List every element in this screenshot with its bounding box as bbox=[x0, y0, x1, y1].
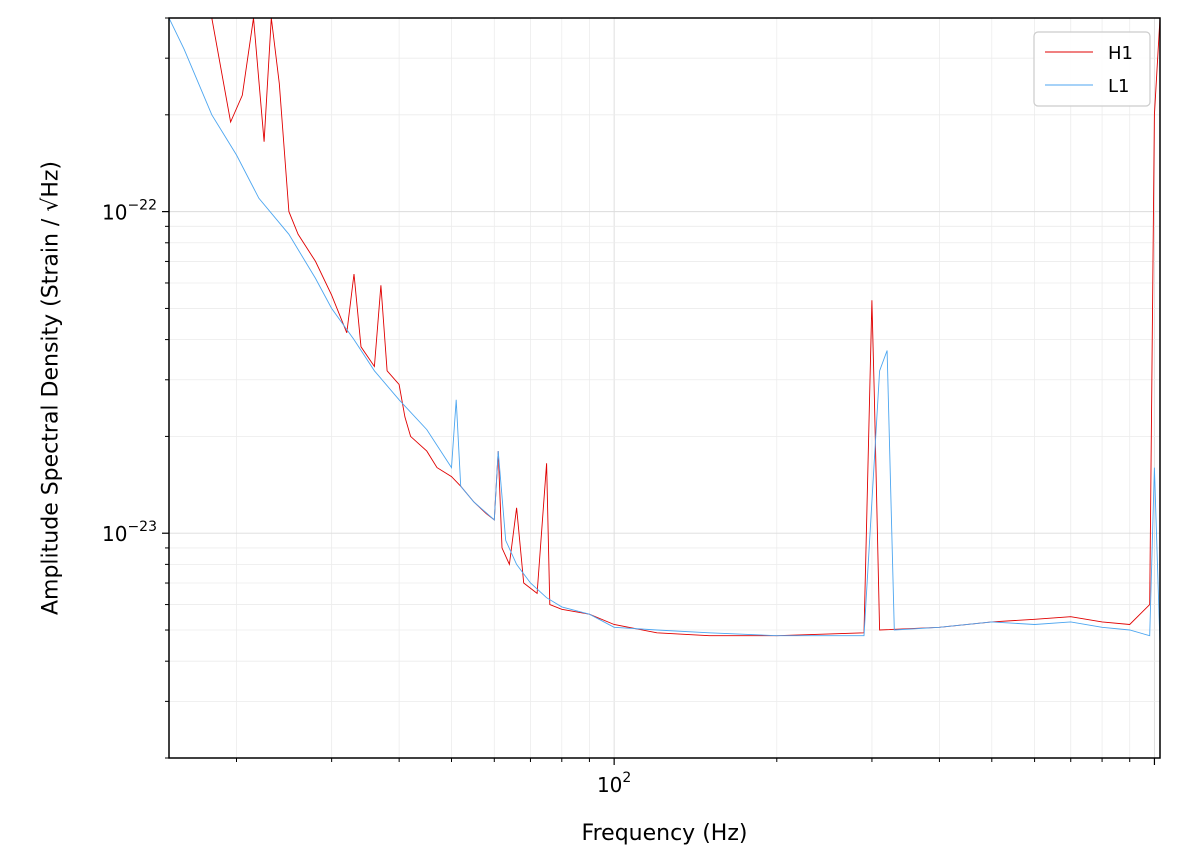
legend: H1 L1 bbox=[1033, 31, 1151, 107]
legend-label-l1: L1 bbox=[1108, 76, 1129, 97]
legend-label-h1: H1 bbox=[1108, 43, 1133, 64]
y-tick-label-exponent: −22 bbox=[127, 198, 157, 214]
x-axis-label: Frequency (Hz) bbox=[582, 821, 748, 846]
legend-box bbox=[1033, 31, 1151, 107]
x-tick-label-base: 10 bbox=[597, 773, 622, 797]
y-tick-label-base: 10 bbox=[102, 201, 127, 225]
y-tick-label-base: 10 bbox=[102, 522, 127, 546]
x-tick-label-exponent: 2 bbox=[622, 770, 631, 786]
grid bbox=[169, 17, 1160, 759]
series-line-h1 bbox=[169, 18, 1160, 637]
y-tick-label-exponent: −23 bbox=[127, 519, 157, 535]
series-line-l1 bbox=[169, 18, 1160, 645]
y-axis-label: Amplitude Spectral Density (Strain / √Hz… bbox=[39, 161, 64, 615]
y-tick-label: 10−23 bbox=[102, 519, 157, 546]
plot-frame bbox=[168, 17, 1161, 759]
x-tick-label: 102 bbox=[597, 770, 631, 797]
y-tick-label: 10−22 bbox=[102, 198, 157, 225]
series-layer bbox=[169, 18, 1160, 645]
